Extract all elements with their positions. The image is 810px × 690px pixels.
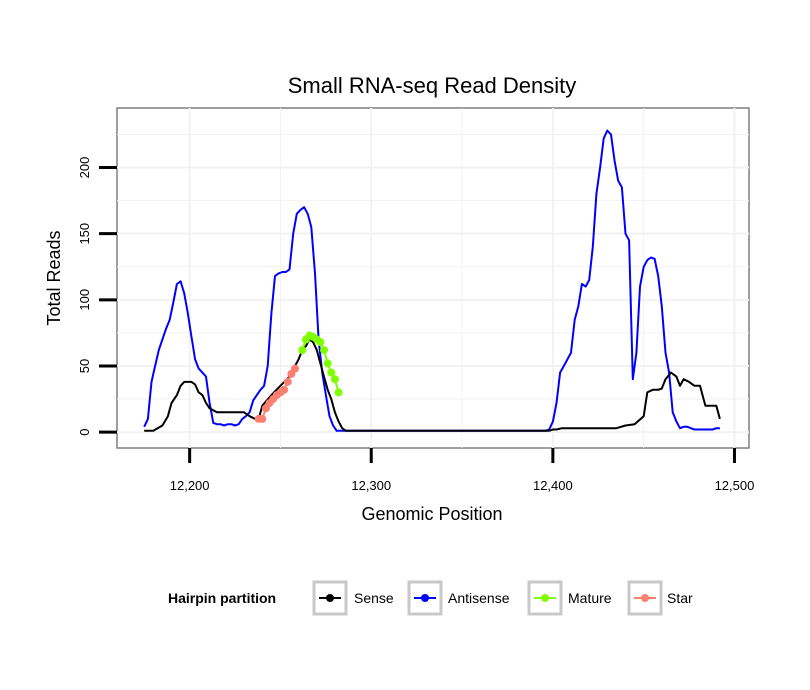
mature-point <box>334 388 343 397</box>
x-tick-label: 12,300 <box>351 478 391 493</box>
mature-point <box>330 375 339 384</box>
legend-key-dot-sense <box>326 594 334 602</box>
y-axis: 0 50 100 150 200 <box>77 157 117 436</box>
mature-point <box>323 359 332 368</box>
chart-title: Small RNA-seq Read Density <box>288 73 577 98</box>
plot-panel <box>116 107 750 449</box>
y-tick-label: 50 <box>77 359 92 373</box>
star-point <box>258 414 267 423</box>
x-axis: 12,200 12,300 12,400 12,500 <box>170 448 755 493</box>
x-tick-label: 12,200 <box>170 478 210 493</box>
y-tick-label: 150 <box>77 223 92 245</box>
star-point <box>290 364 299 373</box>
y-tick-label: 200 <box>77 157 92 179</box>
sense-series-line <box>144 338 721 432</box>
legend-label-mature: Mature <box>568 590 612 606</box>
star-point <box>283 377 292 386</box>
legend-key-dot-mature <box>541 594 549 602</box>
x-tick-label: 12,500 <box>715 478 755 493</box>
legend-title: Hairpin partition <box>168 590 276 606</box>
legend-key-dot-star <box>641 594 649 602</box>
y-tick-label: 100 <box>77 289 92 311</box>
mature-point <box>327 368 336 377</box>
mature-point <box>298 346 307 355</box>
x-tick-label: 12,400 <box>533 478 573 493</box>
x-axis-title: Genomic Position <box>361 504 502 524</box>
legend-label-star: Star <box>667 590 693 606</box>
series-layer <box>143 129 721 432</box>
legend-key-dot-antisense <box>421 594 429 602</box>
mature-point <box>320 346 329 355</box>
legend-label-antisense: Antisense <box>448 590 510 606</box>
y-tick-label: 0 <box>77 428 92 435</box>
y-axis-title: Total Reads <box>44 230 64 325</box>
legend: Hairpin partition Sense Antisense Mature St… <box>168 580 693 616</box>
star-point <box>280 385 289 394</box>
legend-label-sense: Sense <box>354 590 394 606</box>
mature-point <box>316 338 325 347</box>
